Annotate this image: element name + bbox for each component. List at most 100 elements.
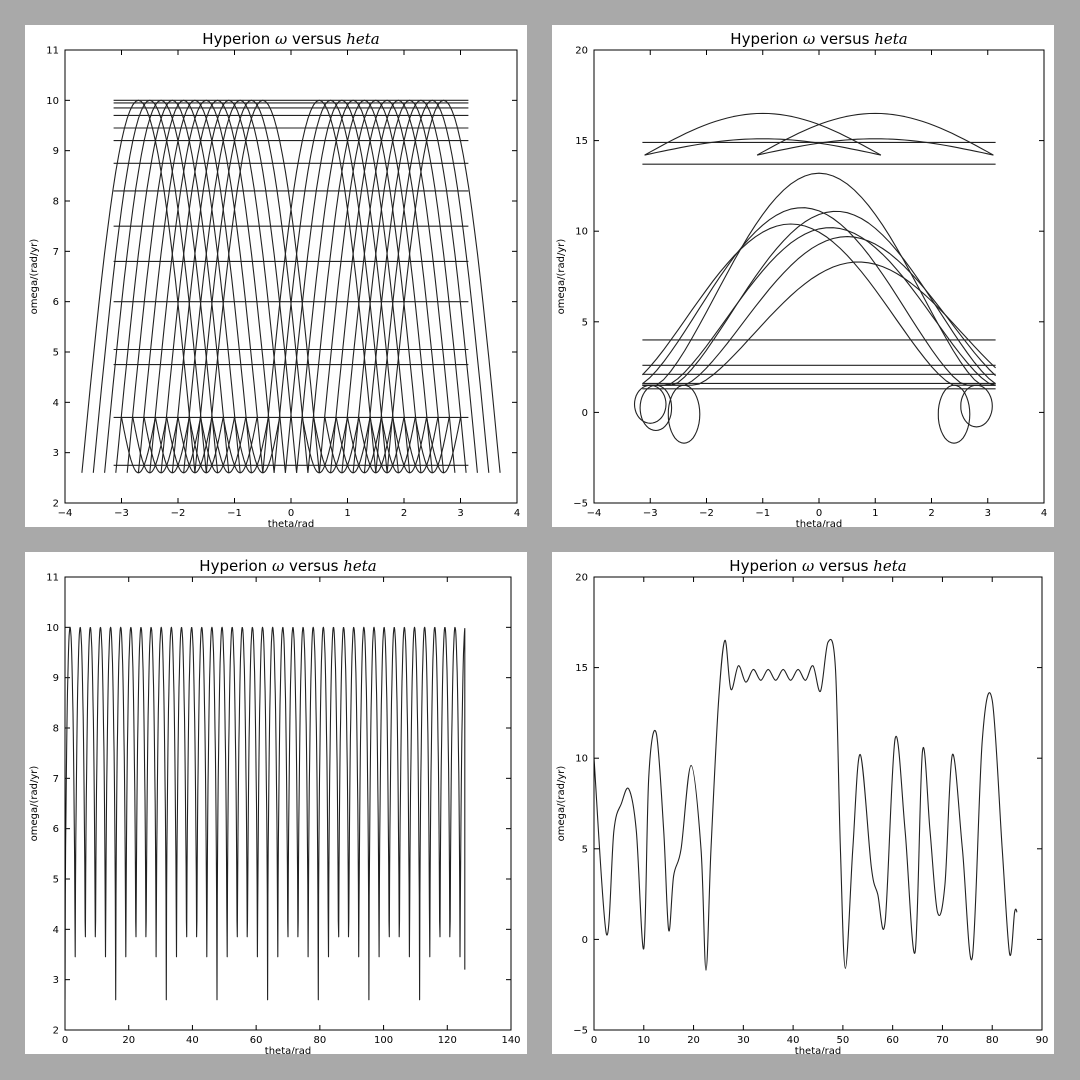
trajectory-arc: [171, 99, 286, 473]
trajectory-valley: [233, 416, 269, 474]
x-tick-label: 20: [122, 1035, 135, 1046]
x-tick-label: 20: [687, 1035, 700, 1046]
y-tick-label: 20: [575, 573, 588, 584]
y-tick-label: 8: [53, 197, 59, 208]
trajectory-arc: [386, 99, 501, 473]
chart-title-theta: heta: [874, 30, 908, 48]
x-tick-label: 1: [344, 508, 350, 519]
x-tick-label: 2: [401, 508, 407, 519]
hyperion-chart-1: Hyperion ω versus heta −4 −3 −2 −1 0 1 2 3 4 −5 0 5 1…: [556, 30, 1047, 527]
lower-arch: [642, 227, 996, 386]
chart-panel-bottom-right: Hyperion ω versus heta 0 10 20 30 40 50 60 70 80 9…: [552, 552, 1054, 1054]
x-tick-label: 60: [886, 1035, 899, 1046]
trajectory-arc: [149, 99, 264, 473]
y-tick-label: 15: [575, 663, 588, 674]
plot-frame: [593, 576, 1043, 1031]
y-tick-label: 6: [53, 297, 59, 308]
y-axis-label: omega/(rad/yr): [556, 766, 567, 842]
plot-area: [81, 99, 501, 474]
plot-frame: [64, 576, 512, 1031]
y-tick-label: 3: [53, 975, 59, 986]
trajectory-arc: [92, 99, 207, 473]
trajectory-arc: [307, 99, 422, 473]
y-tick-label: 10: [575, 227, 588, 238]
lower-arch: [642, 207, 996, 386]
chart-title-prefix: Hyperion: [730, 30, 803, 48]
omega-series: [594, 638, 1018, 971]
x-tick-label: 100: [374, 1035, 393, 1046]
upper-arch: [644, 138, 882, 156]
chart-title-omega: ω: [275, 30, 287, 48]
chart-title-prefix: Hyperion: [199, 557, 272, 575]
x-tick-label: 3: [457, 508, 463, 519]
chart-title-prefix: Hyperion: [729, 557, 802, 575]
chart-title-middle: versus: [287, 30, 346, 48]
y-tick-label: 9: [53, 146, 59, 157]
x-axis-label: theta/rad: [265, 1046, 311, 1054]
x-tick-label: 40: [787, 1035, 800, 1046]
y-tick-label: 2: [53, 1026, 59, 1037]
y-tick-label: 20: [575, 46, 588, 57]
y-tick-label: 4: [53, 398, 59, 409]
trajectory-arc: [137, 99, 252, 473]
lower-arch: [641, 223, 996, 386]
y-tick-label: 3: [53, 448, 59, 459]
y-tick-label: 0: [582, 935, 588, 946]
loop: [960, 384, 993, 428]
y-tick-label: 0: [582, 408, 588, 419]
trajectory-arc: [318, 99, 433, 473]
y-tick-label: 10: [575, 754, 588, 765]
upper-arch: [644, 112, 882, 156]
trajectory-arc: [284, 99, 399, 473]
y-tick-label: 4: [53, 925, 59, 936]
chart-title-middle: versus: [284, 557, 343, 575]
x-tick-label: −1: [227, 508, 242, 519]
y-tick-label: 15: [575, 136, 588, 147]
trajectory-valley: [245, 416, 281, 474]
hyperion-chart-0: Hyperion ω versus heta −4 −3 −2 −1 0 1 2 3 4 2 3 4 5 6…: [29, 30, 520, 527]
x-tick-label: 50: [837, 1035, 850, 1046]
trajectory-arc: [375, 99, 490, 473]
chart-title: Hyperion ω versus heta: [729, 557, 906, 575]
x-tick-label: 10: [637, 1035, 650, 1046]
plot-area: [633, 112, 996, 444]
x-tick-label: 0: [816, 508, 822, 519]
trajectory-arc: [341, 99, 456, 473]
x-tick-label: 30: [737, 1035, 750, 1046]
upper-arch: [756, 112, 994, 156]
trajectory-arc: [115, 99, 230, 473]
trajectory-arc: [273, 99, 388, 473]
y-axis-label: omega/(rad/yr): [29, 239, 40, 315]
chart-panel-top-left: Hyperion ω versus heta −4 −3 −2 −1 0 1 2 3 4 2 3 4 5 6…: [25, 25, 527, 527]
omega-series: [65, 626, 466, 1001]
x-tick-label: −4: [58, 508, 73, 519]
trajectory-arc: [183, 99, 298, 473]
y-tick-label: 10: [46, 623, 59, 634]
loop: [633, 384, 667, 424]
x-tick-label: 70: [936, 1035, 949, 1046]
y-tick-label: 6: [53, 824, 59, 835]
trajectory-arc: [262, 99, 377, 473]
plot-frame: [64, 49, 518, 504]
loop: [639, 384, 673, 432]
y-tick-label: 11: [46, 573, 59, 584]
trajectory-arc: [330, 99, 445, 473]
x-tick-label: 80: [313, 1035, 326, 1046]
y-axis-label: omega/(rad/yr): [556, 239, 567, 315]
trajectory-arc: [160, 99, 275, 473]
chart-panel-bottom-left: Hyperion ω versus heta 0 20 40 60 80 100 120 140…: [25, 552, 527, 1054]
x-tick-label: 0: [288, 508, 294, 519]
y-tick-label: 7: [53, 774, 59, 785]
x-tick-label: 0: [62, 1035, 68, 1046]
lower-arch: [642, 261, 996, 386]
trajectory-arc: [104, 99, 219, 473]
trajectory-arc: [81, 99, 196, 473]
y-tick-label: 5: [582, 844, 588, 855]
loop: [667, 384, 701, 444]
lower-arch: [642, 236, 996, 386]
y-tick-label: 10: [46, 96, 59, 107]
y-tick-label: 7: [53, 247, 59, 258]
x-tick-label: 80: [986, 1035, 999, 1046]
chart-title-theta: heta: [873, 557, 907, 575]
